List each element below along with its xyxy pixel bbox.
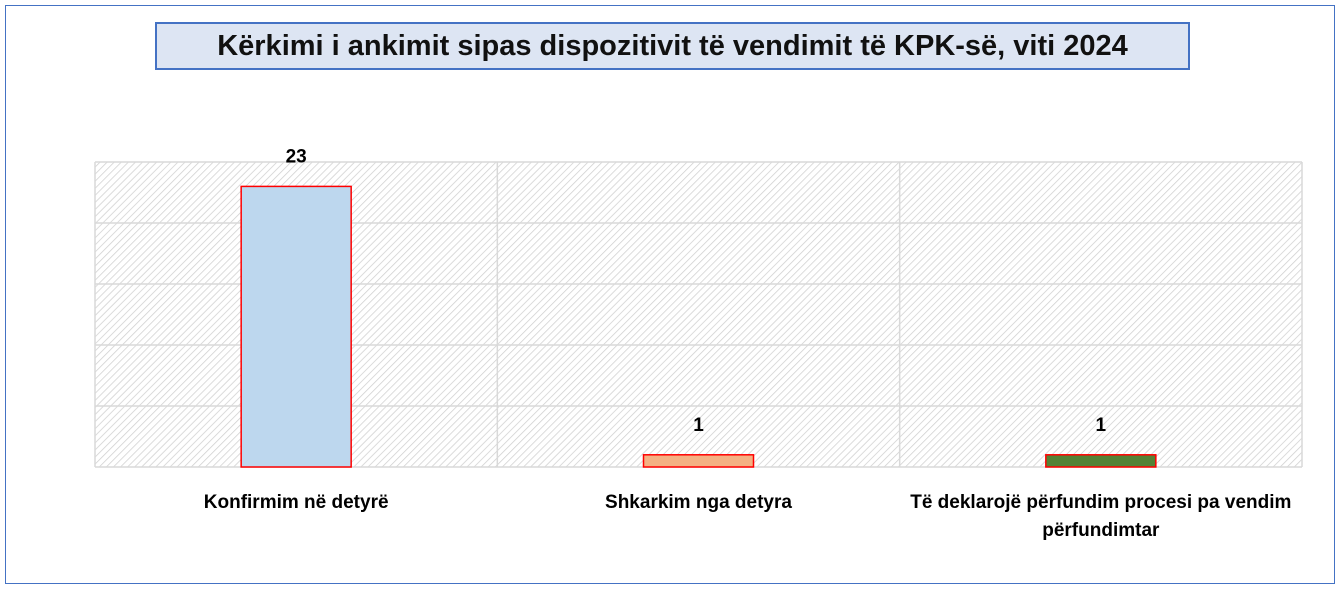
data-label: 1 [693, 415, 704, 436]
x-tick-label: Të deklarojë përfundim procesi pa vendim… [910, 492, 1292, 541]
x-tick-label: Konfirmim në detyrë [203, 492, 389, 513]
bar [642, 454, 755, 468]
data-label: 1 [1096, 415, 1107, 436]
bar [1045, 454, 1157, 468]
x-tick-label: Shkarkim nga detyra [605, 492, 792, 513]
chart-title: Kërkimi i ankimit sipas dispozitivit të … [155, 22, 1190, 70]
bar [240, 185, 352, 468]
chart-border [5, 5, 1335, 584]
data-label: 23 [286, 146, 307, 167]
